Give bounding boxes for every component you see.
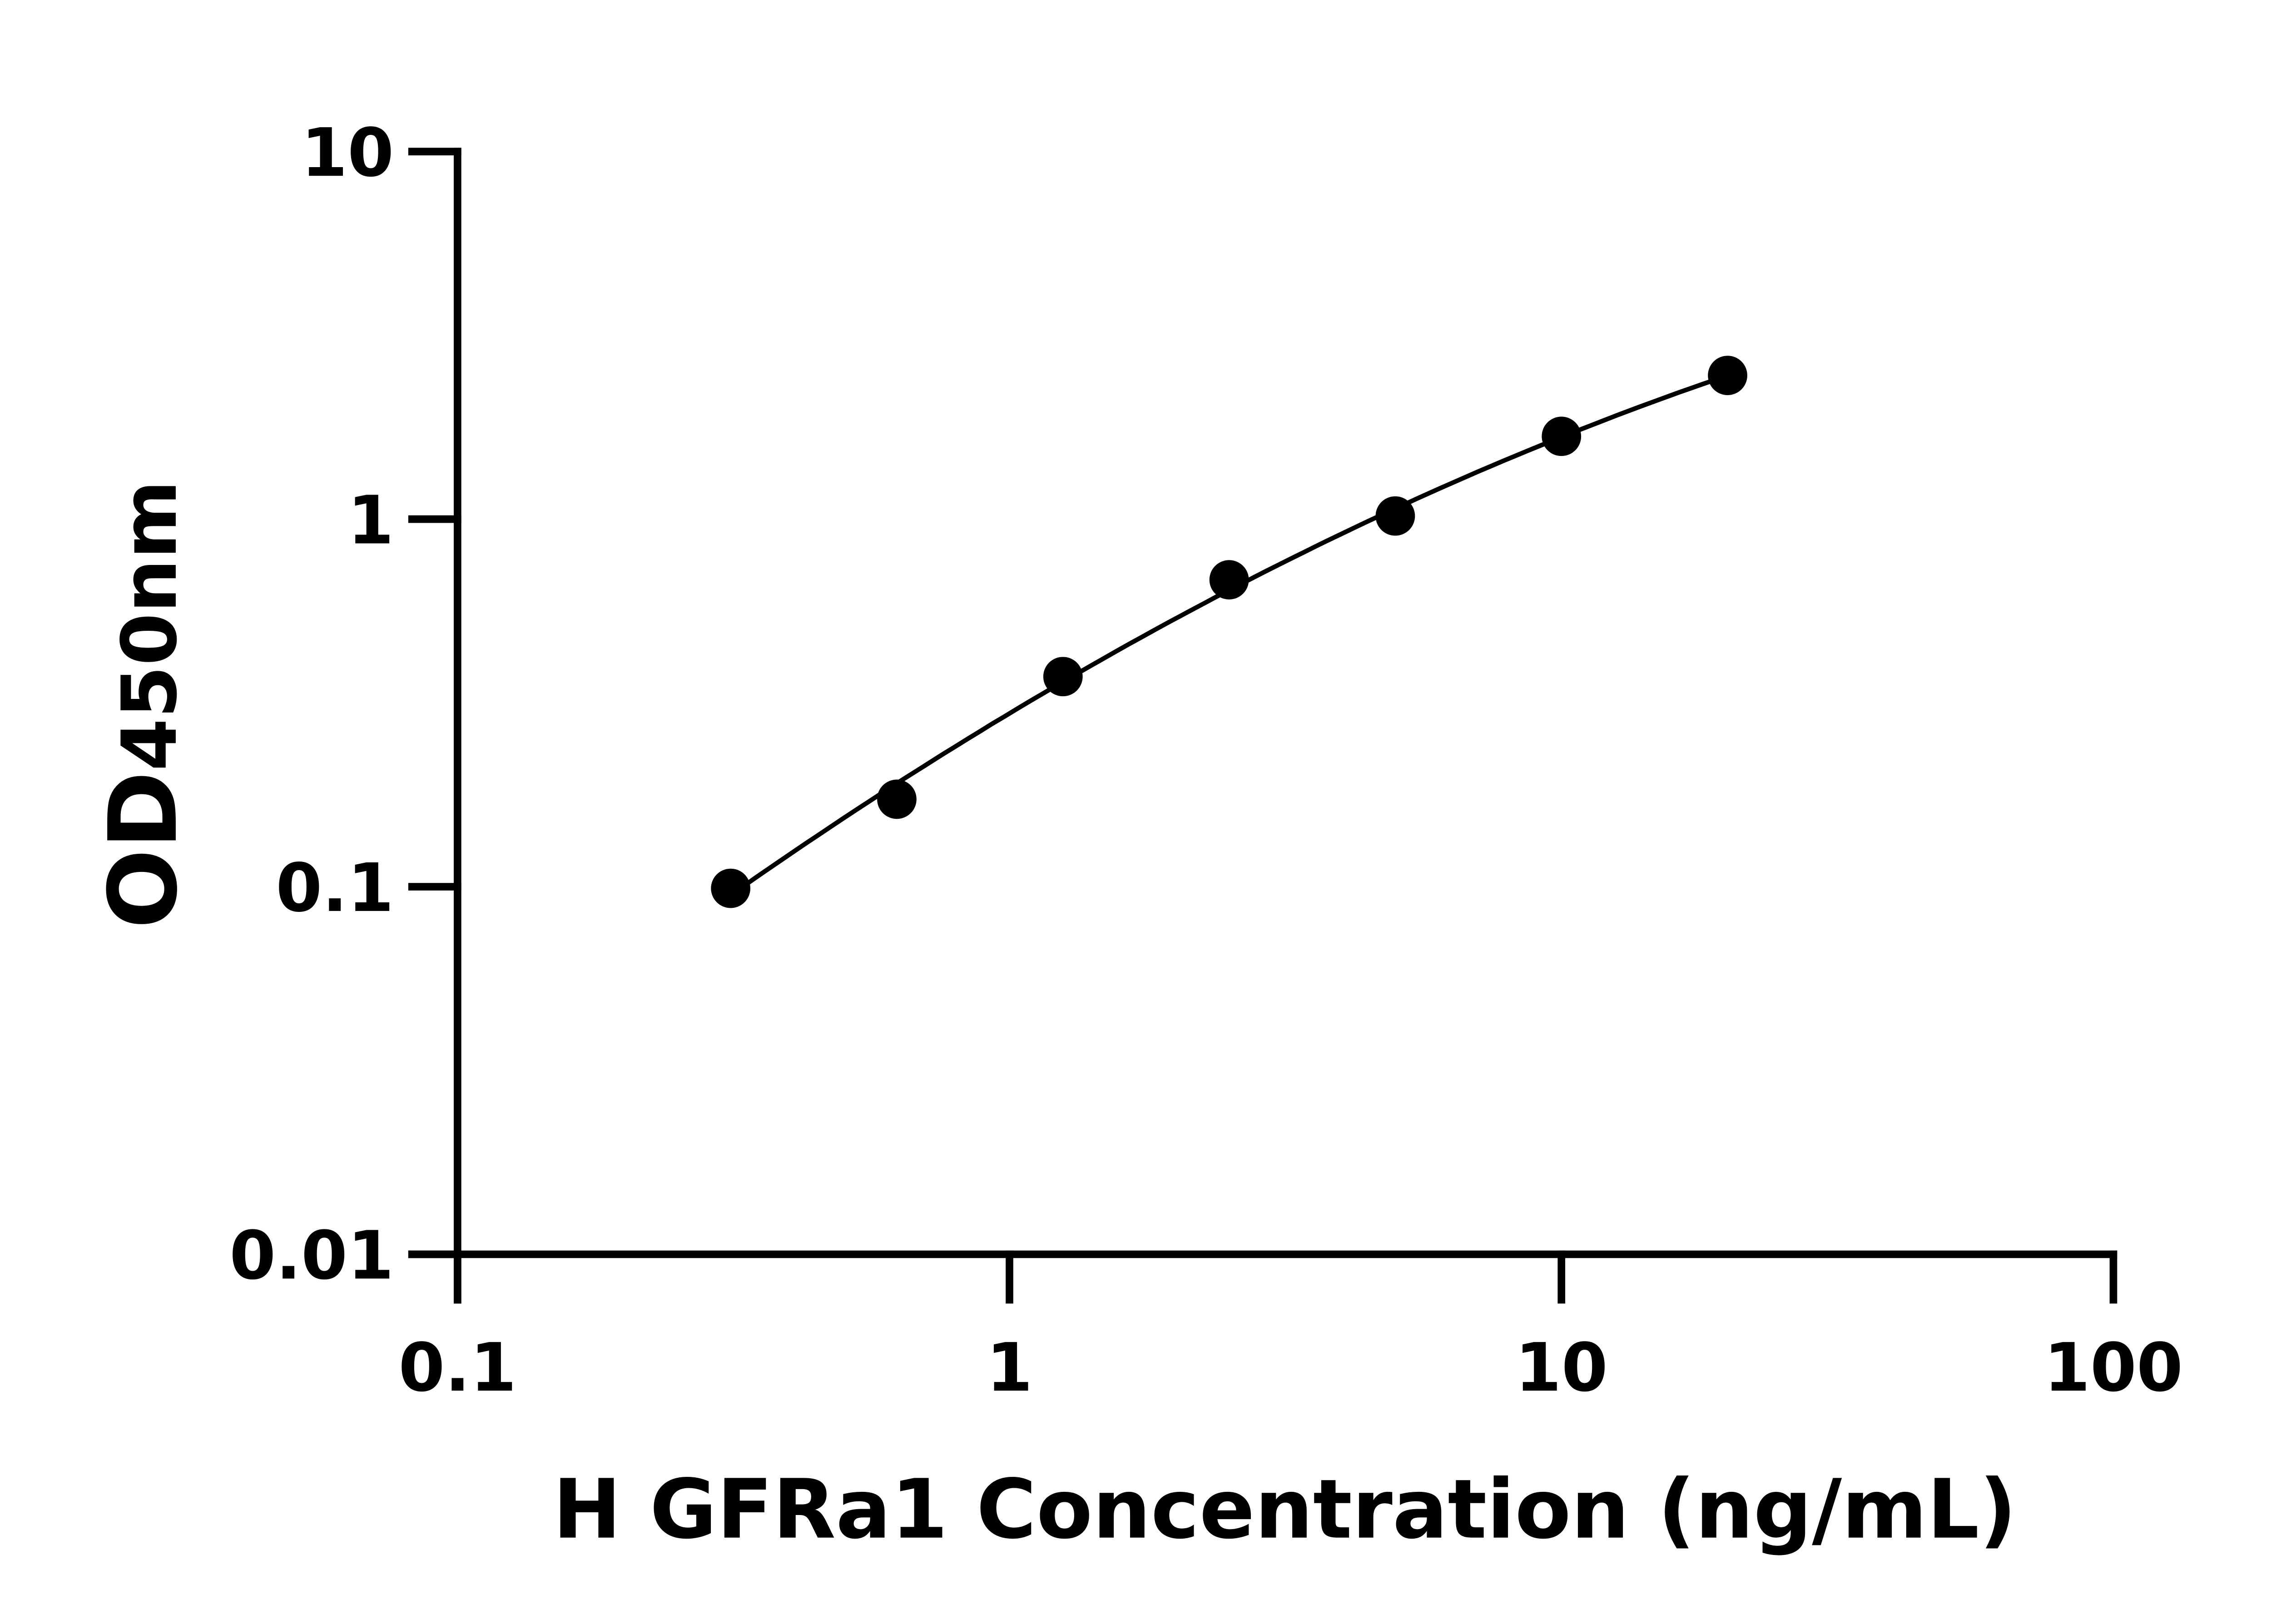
data-point — [1542, 416, 1582, 456]
data-point — [1043, 657, 1083, 697]
data-point — [711, 868, 751, 908]
y-axis-label: OD450nm — [89, 480, 198, 929]
axes — [408, 148, 2117, 1304]
y-tick-label: 1 — [347, 482, 394, 559]
x-tick-label: 1 — [986, 1329, 1032, 1406]
y-axis-label-main: OD — [89, 771, 198, 929]
x-axis-label: H GFRa1 Concentration (ng/mL) — [553, 1462, 2017, 1557]
data-point — [877, 779, 917, 819]
x-tick-label: 10 — [1515, 1329, 1608, 1406]
data-point — [1708, 356, 1747, 396]
x-tick-label: 0.1 — [398, 1329, 516, 1406]
y-tick-label: 0.1 — [276, 849, 394, 927]
data-point — [1209, 560, 1249, 600]
y-tick-label: 10 — [301, 114, 394, 192]
y-axis-label-subscript: 450nm — [106, 480, 194, 771]
x-tick-label: 100 — [2044, 1329, 2183, 1406]
data-point — [1375, 496, 1415, 536]
fit-curve — [729, 373, 1729, 897]
y-tick-label: 0.01 — [229, 1217, 394, 1294]
data-points — [711, 356, 1747, 908]
